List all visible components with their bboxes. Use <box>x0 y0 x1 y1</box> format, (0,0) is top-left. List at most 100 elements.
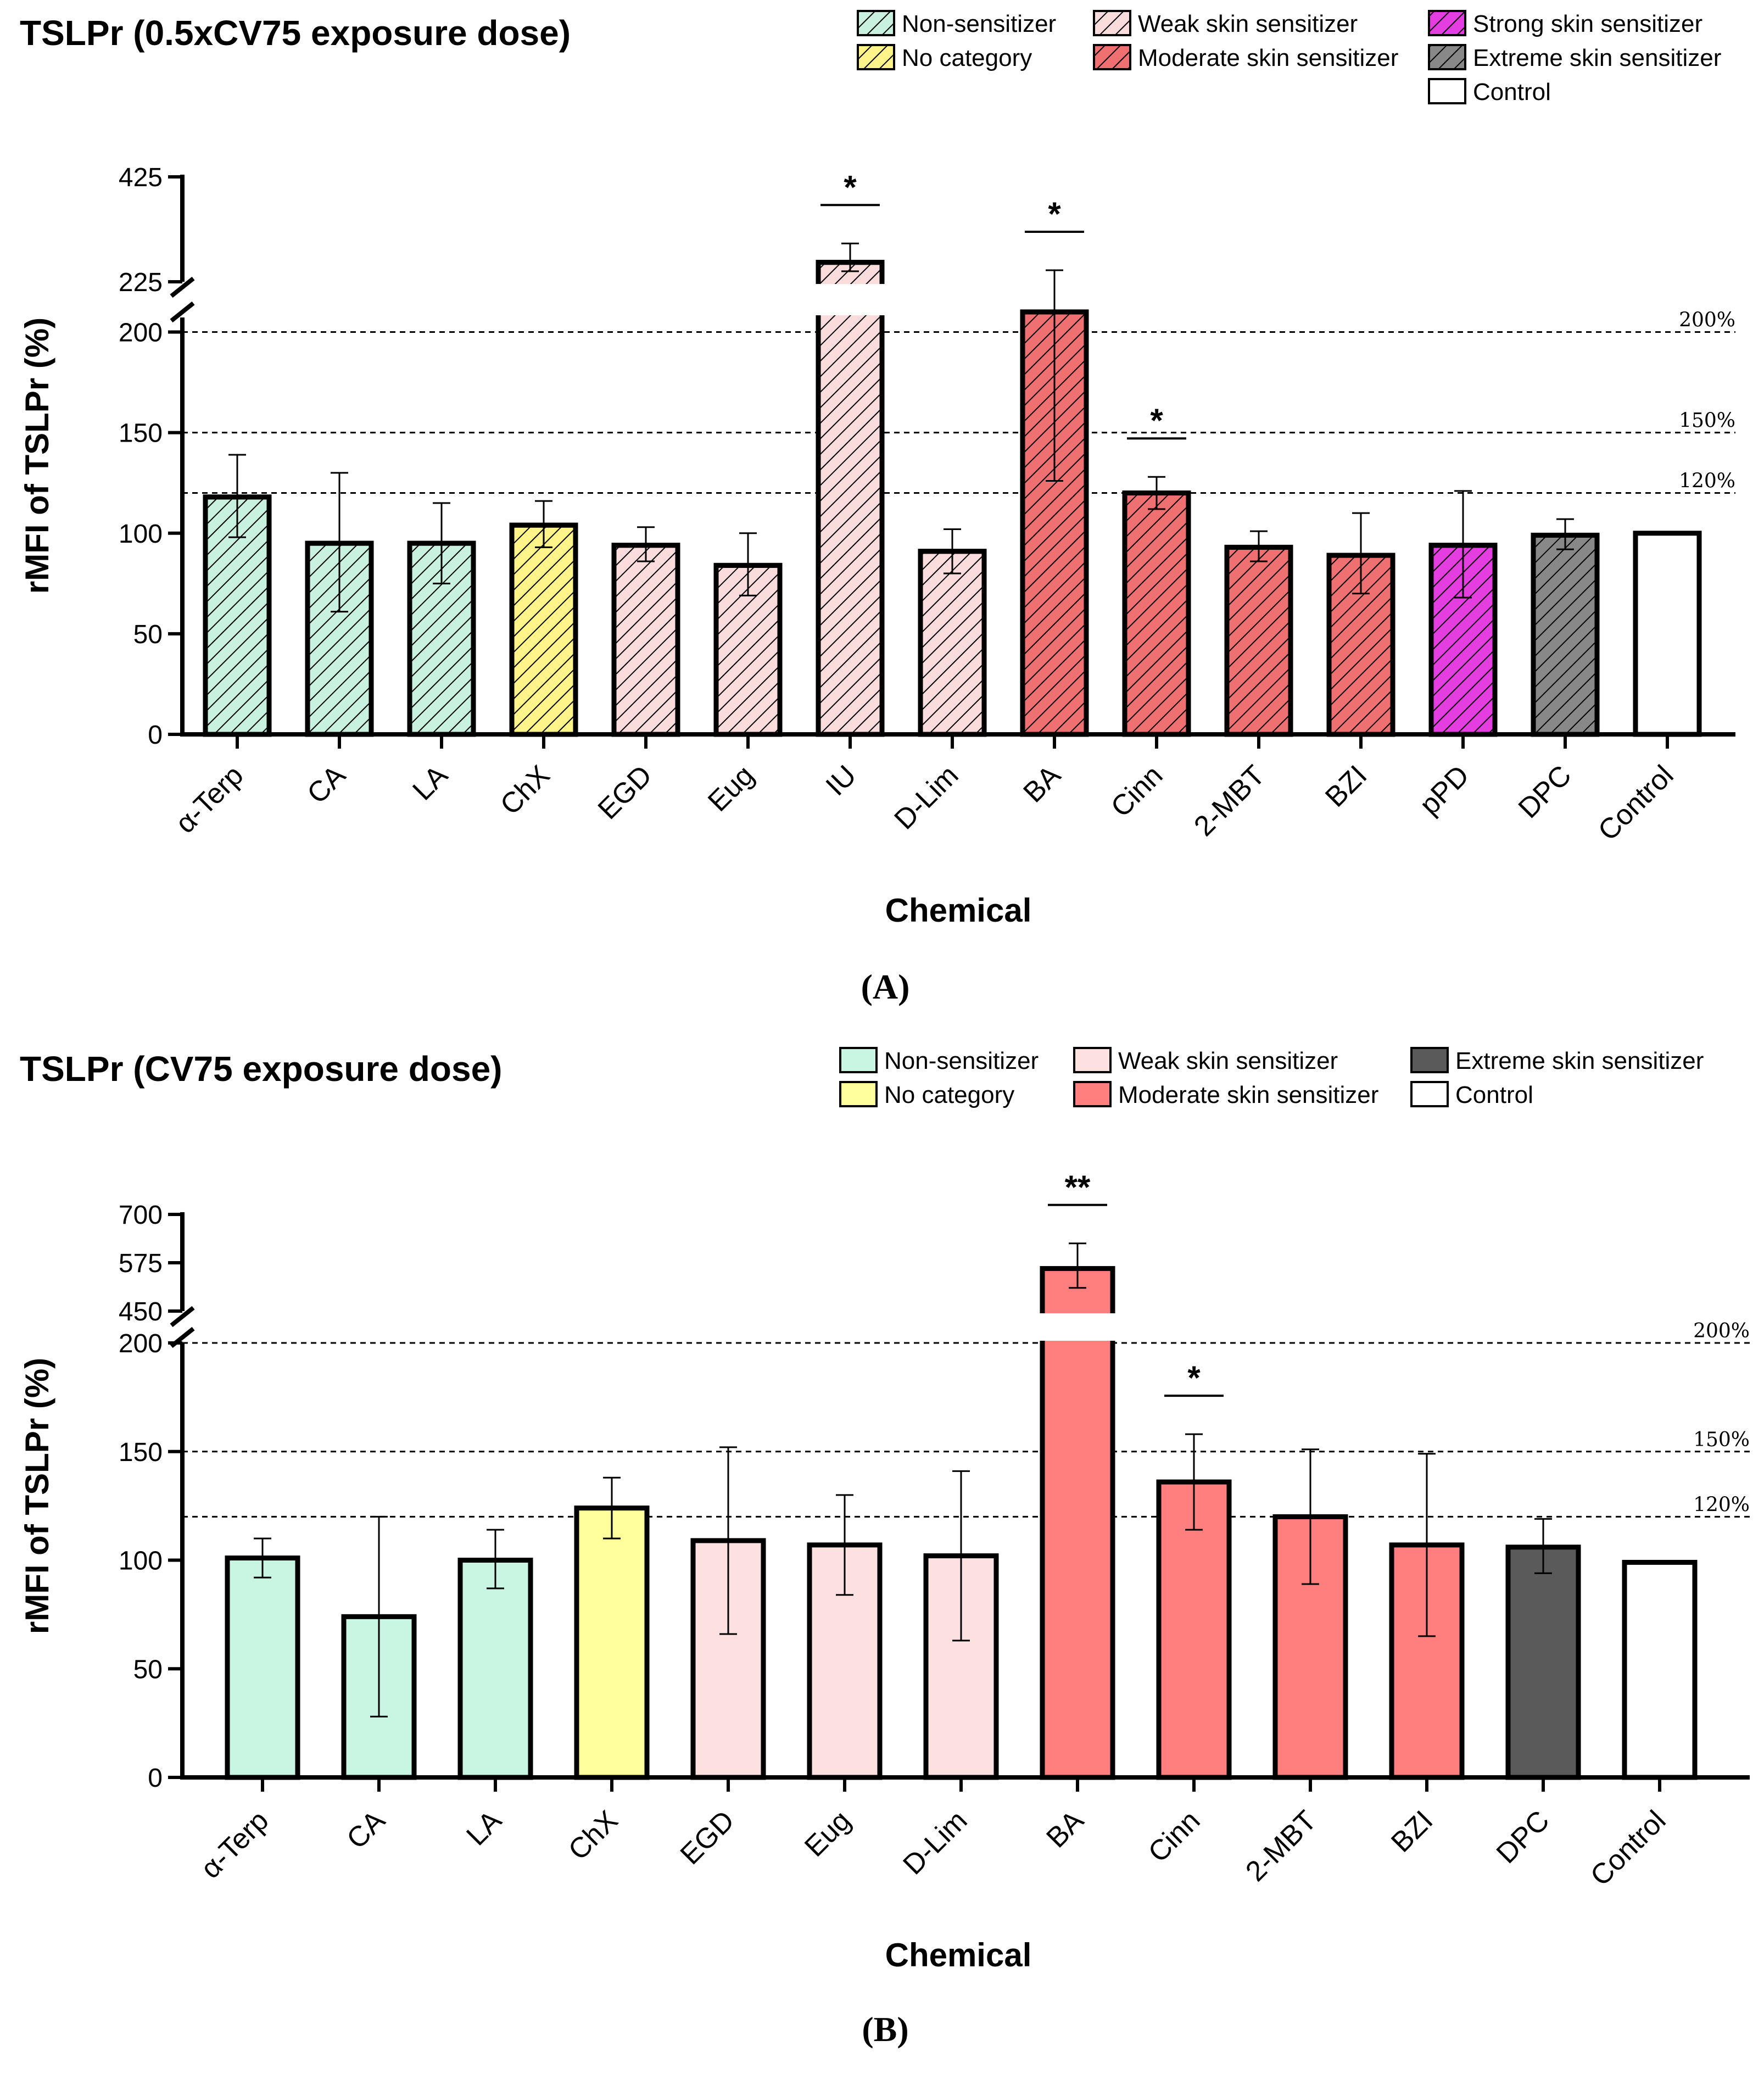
category-label: ChX <box>494 759 556 821</box>
category-label: Eug <box>799 1804 857 1863</box>
bar-group: ** BA <box>1038 1169 1117 1854</box>
bar-group: * Cinn <box>1142 1359 1232 1869</box>
y-tick-label: 425 <box>119 163 163 192</box>
legend-label: Moderate skin sensitizer <box>1138 44 1398 71</box>
bar-group: Control <box>1584 1559 1698 1892</box>
axis-break-mark <box>170 1306 195 1328</box>
category-label: pPD <box>1414 759 1476 821</box>
y-tick-label: 225 <box>119 268 163 297</box>
legend-swatch-hatch <box>857 10 895 36</box>
category-label: CA <box>340 1804 391 1855</box>
legend-label: Strong skin sensitizer <box>1473 10 1702 37</box>
legend-item: Extreme skin sensitizer <box>1410 1047 1704 1074</box>
category-label: Control <box>1592 759 1680 847</box>
legend-label: Extreme skin sensitizer <box>1455 1047 1704 1074</box>
bar-hatch <box>816 260 885 737</box>
y-axis-title: rMFI of TSLPr (%) <box>19 317 55 594</box>
panel-label: (B) <box>862 2010 908 2049</box>
chart-panel: TSLPr (0.5xCV75 exposure dose) Non-sensit… <box>19 10 1735 1006</box>
y-tick-label: 50 <box>133 620 163 649</box>
y-tick-label: 100 <box>119 520 163 549</box>
legend-swatch-hatch <box>1093 44 1131 70</box>
category-label: EGD <box>592 759 658 826</box>
bar-break-gap <box>1038 1313 1117 1341</box>
bar-hatch <box>1531 532 1600 737</box>
category-label: CA <box>301 759 351 810</box>
category-label: IU <box>820 759 863 802</box>
category-label: DPC <box>1512 759 1578 824</box>
bar <box>457 1558 533 1780</box>
legend-item: Extreme skin sensitizer <box>1428 44 1721 71</box>
category-label: DPC <box>1491 1804 1556 1870</box>
y-tick-label: 100 <box>119 1547 163 1576</box>
legend-label: Non-sensitizer <box>902 10 1056 37</box>
y-tick-label: 700 <box>119 1201 163 1230</box>
category-label: BZI <box>1319 759 1373 813</box>
category-label: BA <box>1040 1804 1090 1854</box>
bar-group: 2-MBT <box>1188 530 1293 843</box>
category-label: α-Terp <box>169 759 249 839</box>
legend-swatch-hatch <box>1428 10 1466 36</box>
category-label: BZI <box>1385 1804 1439 1858</box>
bar-group: * BA <box>1017 196 1089 809</box>
legend-item: Moderate skin sensitizer <box>1093 44 1398 71</box>
reference-label: 200% <box>1693 1320 1750 1342</box>
reference-label: 150% <box>1693 1429 1750 1451</box>
bar-hatch <box>918 549 987 737</box>
bar-group: ChX <box>494 500 578 821</box>
y-tick-label: 200 <box>119 1329 163 1358</box>
legend-swatch-hatch <box>1093 10 1131 36</box>
bar-group: LA <box>406 502 476 806</box>
bar-group: Control <box>1592 531 1702 847</box>
legend-label: No category <box>902 44 1032 71</box>
legend-label: Control <box>1473 79 1551 105</box>
x-axis-title: Chemical <box>885 892 1032 929</box>
legend-item: Weak skin sensitizer <box>1073 1047 1338 1074</box>
category-label: 2-MBT <box>1188 759 1271 842</box>
legend-swatch <box>1410 1081 1449 1107</box>
legend-item: Control <box>1428 78 1551 105</box>
bar-group: DPC <box>1491 1518 1581 1870</box>
axis-break-mark <box>170 276 195 298</box>
chart-title: TSLPr (0.5xCV75 exposure dose) <box>20 13 571 53</box>
bar-group: * IU <box>814 169 886 802</box>
legend-swatch <box>1073 1081 1112 1107</box>
reference-label: 120% <box>1679 470 1735 493</box>
category-label: ChX <box>562 1804 624 1866</box>
category-label: Control <box>1584 1804 1672 1892</box>
y-tick-label: 0 <box>148 1764 163 1793</box>
bar-group: CA <box>301 472 374 810</box>
bar <box>1040 1266 1115 1780</box>
legend-label: No category <box>884 1081 1014 1108</box>
legend-item: No category <box>857 44 1032 71</box>
bar-group: DPC <box>1512 518 1600 824</box>
y-tick-label: 0 <box>148 721 163 750</box>
bar-group: D-Lim <box>897 1470 999 1881</box>
category-label: Eug <box>702 759 760 817</box>
axis-break-mark <box>170 301 195 323</box>
bar-group: α-Terp <box>194 1537 300 1885</box>
chart-title: TSLPr (CV75 exposure dose) <box>20 1049 502 1089</box>
bar-group: D-Lim <box>888 528 987 836</box>
significance-marker: * <box>1187 1359 1201 1396</box>
legend-swatch <box>1428 78 1466 104</box>
bar <box>574 1506 650 1780</box>
bar <box>807 1542 883 1780</box>
category-label: D-Lim <box>888 759 964 835</box>
significance-marker: * <box>1048 196 1061 232</box>
legend-item: Strong skin sensitizer <box>1428 10 1702 37</box>
legend-label: Control <box>1455 1081 1533 1108</box>
category-label: EGD <box>674 1804 741 1871</box>
bar-group: EGD <box>592 526 680 826</box>
y-tick-label: 450 <box>119 1297 163 1326</box>
category-label: D-Lim <box>897 1804 973 1881</box>
bar-group: ChX <box>562 1476 650 1866</box>
legend-swatch <box>1410 1047 1449 1073</box>
significance-marker: * <box>1150 402 1163 439</box>
legend-item: Moderate skin sensitizer <box>1073 1081 1378 1108</box>
category-label: Cinn <box>1105 759 1169 823</box>
bar-group: EGD <box>674 1446 766 1871</box>
bar <box>225 1556 300 1780</box>
category-label: BA <box>1017 759 1067 809</box>
